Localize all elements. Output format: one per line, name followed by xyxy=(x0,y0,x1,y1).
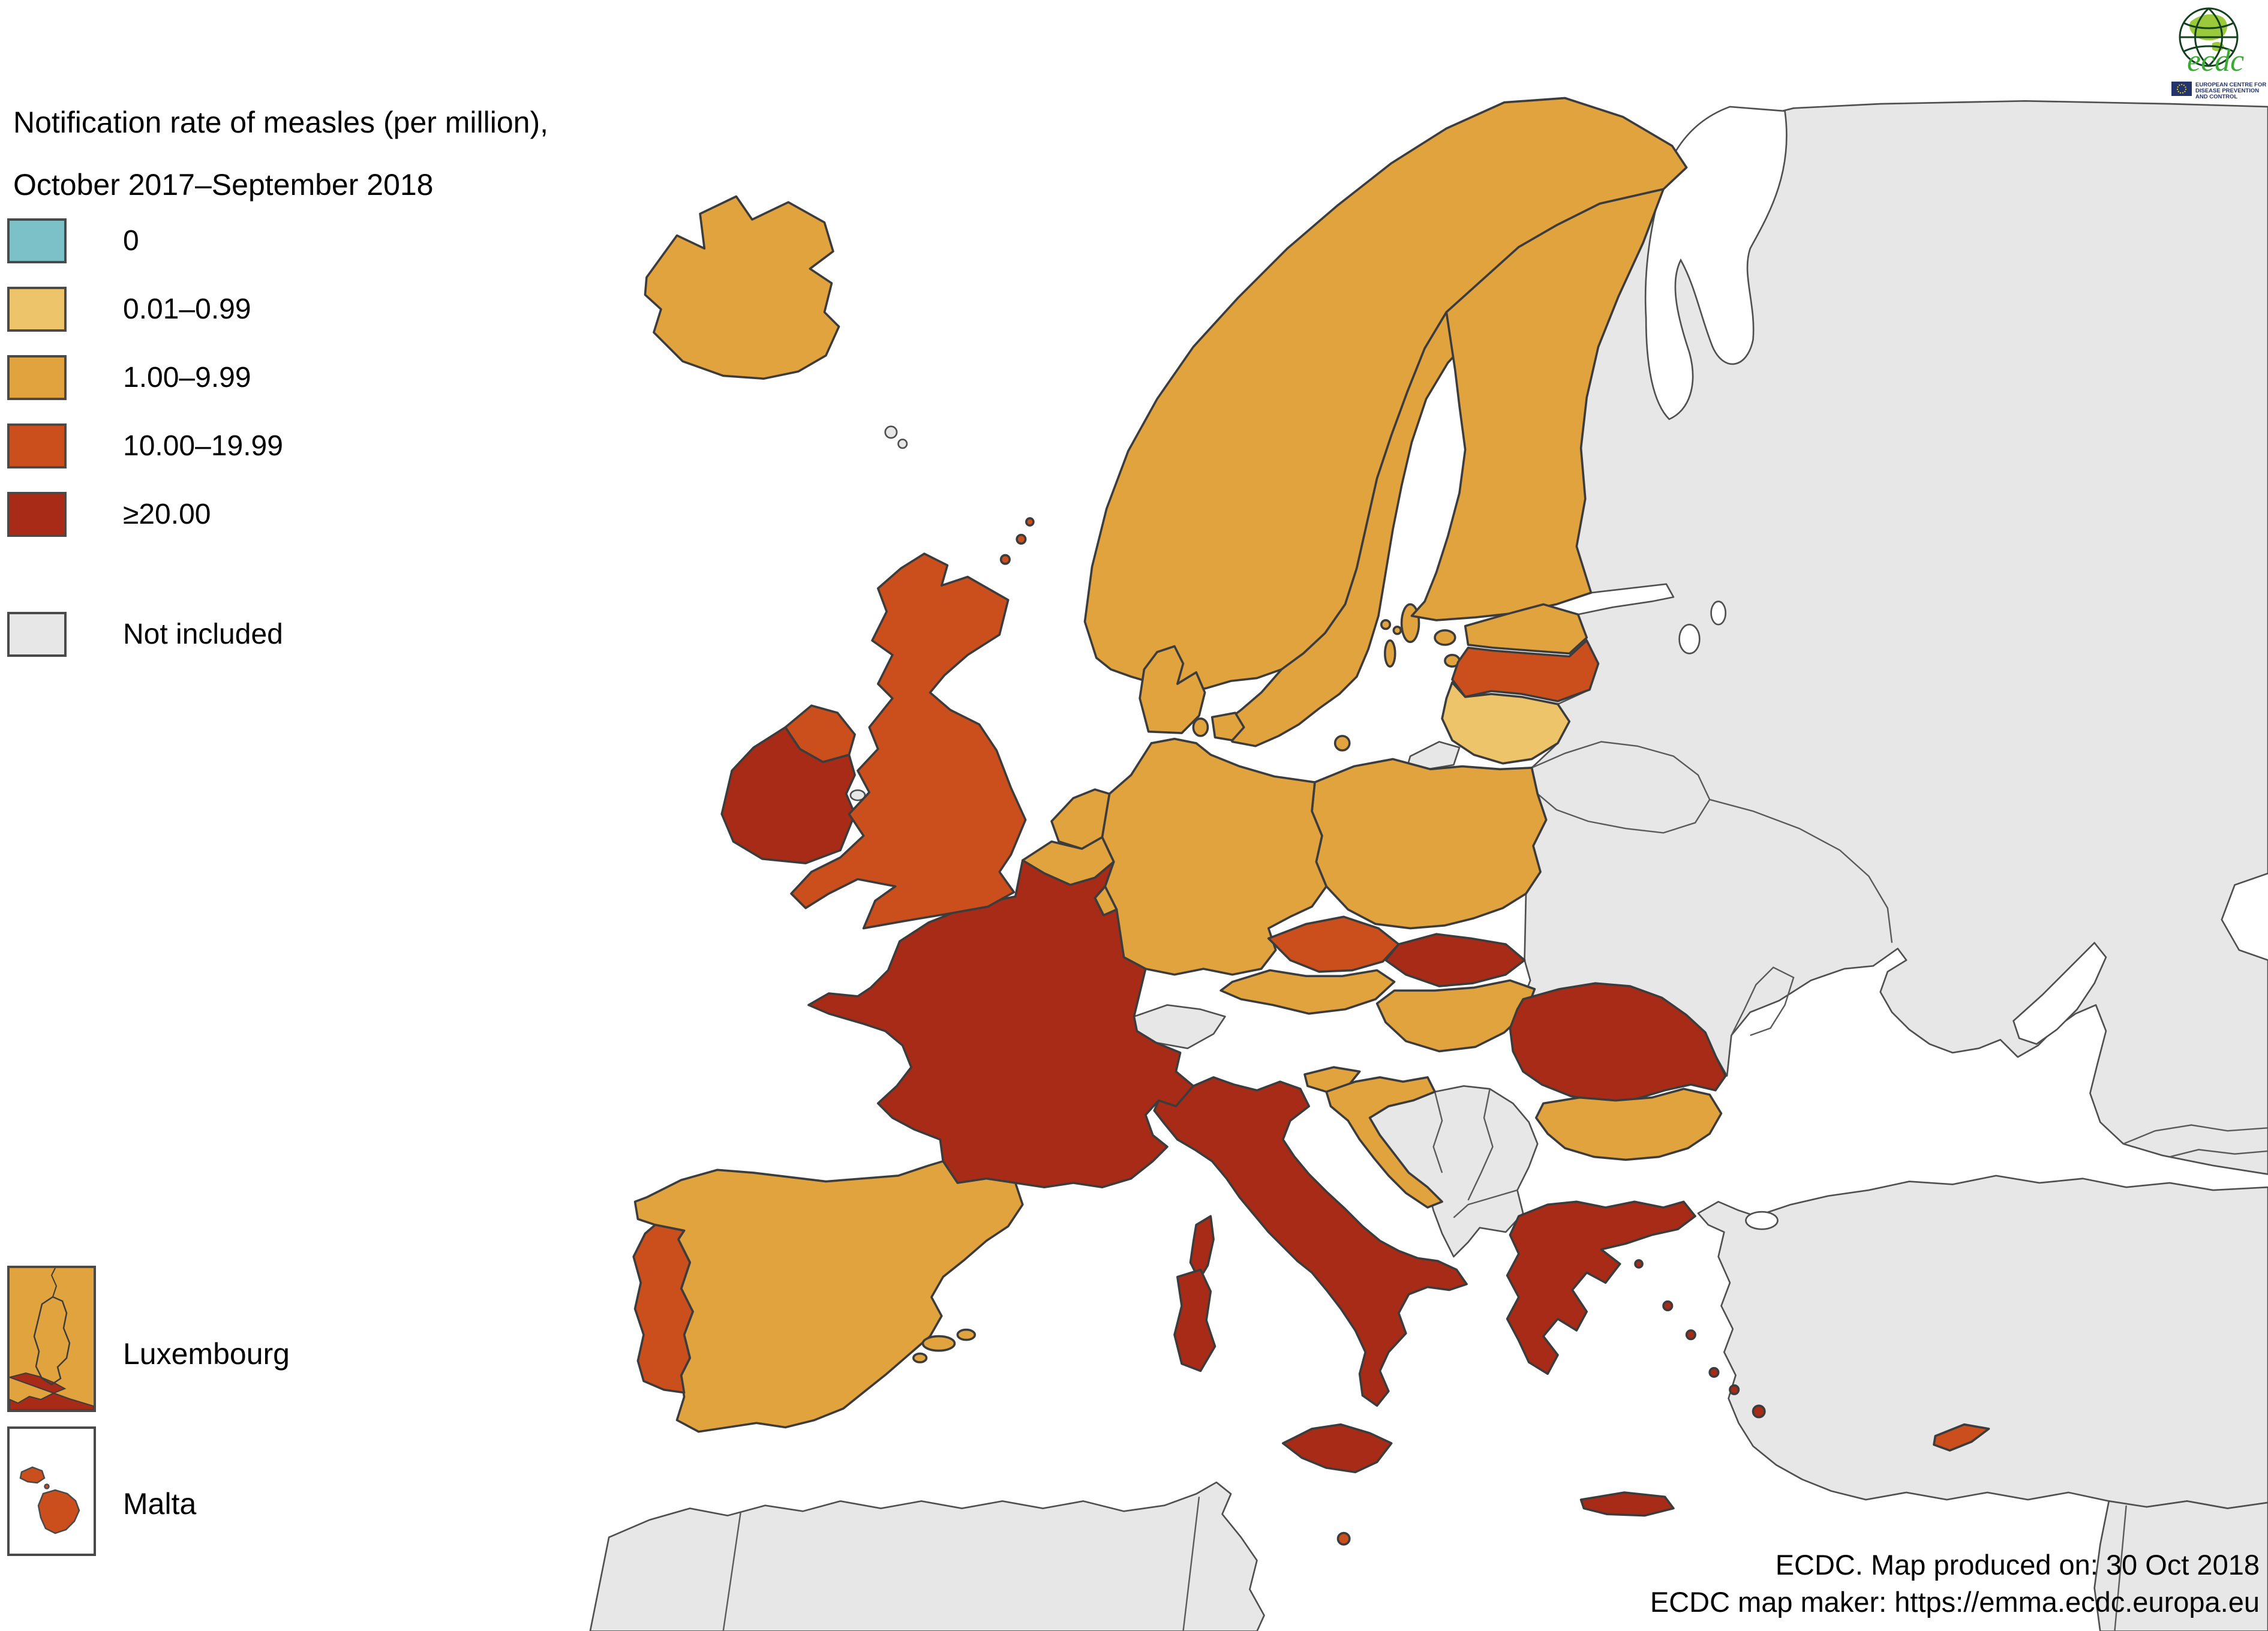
region-isle-of-man xyxy=(849,789,866,801)
inset-neighbor-border xyxy=(50,1267,58,1297)
country-poland xyxy=(1311,758,1548,930)
lake-ladoga xyxy=(1678,623,1701,654)
legend-row-zero: 0 xyxy=(7,218,283,263)
legend-label-not-included: Not included xyxy=(123,618,283,650)
legend-swatch-20-00 xyxy=(7,492,67,537)
legend-swatch-not-included xyxy=(7,612,67,657)
legend-label-10-00: 10.00–19.99 xyxy=(123,430,283,462)
ecdc-wordmark: ecdc xyxy=(2187,44,2244,78)
legend-label-zero: 0 xyxy=(123,225,139,257)
luxembourg-inset-map xyxy=(7,1267,94,1410)
country-estonia xyxy=(1434,603,1588,668)
legend-swatch-zero xyxy=(7,218,67,263)
country-spain xyxy=(633,1160,1024,1433)
eu-flag-icon xyxy=(2171,82,2192,96)
legend-label-1-00: 1.00–9.99 xyxy=(123,362,251,394)
legend-row-not-included: Not included xyxy=(7,612,283,657)
inset-comino xyxy=(44,1483,50,1489)
country-hungary xyxy=(1375,979,1536,1053)
region-middle-east xyxy=(2093,1500,2268,1631)
country-portugal xyxy=(632,1224,694,1394)
footer-map-maker: ECDC map maker: https://emma.ecdc.europa… xyxy=(1650,1586,2260,1618)
legend-label-0-01: 0.01–0.99 xyxy=(123,293,251,325)
inset-gozo xyxy=(19,1466,46,1484)
country-lithuania xyxy=(1441,681,1571,765)
country-greece xyxy=(1506,1200,1766,1517)
legend-row-1-00: 1.00–9.99 xyxy=(7,355,283,400)
malta-inset xyxy=(7,1426,96,1556)
region-north-africa xyxy=(589,1481,1265,1631)
country-italy xyxy=(1153,1076,1468,1474)
country-austria xyxy=(1219,969,1396,1015)
country-united-kingdom xyxy=(784,517,1035,930)
legend-row-20-00: ≥20.00 xyxy=(7,492,283,537)
legend-row-0-01: 0.01–0.99 xyxy=(7,287,283,332)
inset-luxembourg-outline xyxy=(33,1296,71,1386)
region-eastern-europe xyxy=(1522,100,2268,1175)
country-denmark xyxy=(1138,645,1245,741)
malta-inset-label: Malta xyxy=(123,1487,197,1521)
region-faroe-islands xyxy=(884,425,908,449)
legend-label-20-00: ≥20.00 xyxy=(123,498,211,530)
legend-swatch-0-01 xyxy=(7,287,67,332)
legend-row-10-00: 10.00–19.99 xyxy=(7,423,283,468)
legend-swatch-1-00 xyxy=(7,355,67,400)
country-iceland xyxy=(644,195,840,380)
country-romania xyxy=(1509,982,1727,1103)
footer-produced-on: ECDC. Map produced on: 30 Oct 2018 xyxy=(1775,1549,2260,1581)
country-malta xyxy=(1336,1531,1351,1546)
country-bulgaria xyxy=(1535,1088,1723,1161)
not-included-internal-borders xyxy=(722,741,2268,1631)
inset-malta-island xyxy=(37,1489,80,1534)
ecdc-org-line2: DISEASE PREVENTION xyxy=(2195,88,2259,94)
malta-inset-map xyxy=(19,1466,80,1534)
ecdc-logo: ecdc EUROPEAN CENTRE FOR DISEASE PREVENT… xyxy=(2170,4,2266,112)
luxembourg-inset xyxy=(7,1266,96,1412)
map-title: Notification rate of measles (per millio… xyxy=(13,91,548,216)
sea-of-marmara xyxy=(1745,1211,1779,1230)
map-title-line1: Notification rate of measles (per millio… xyxy=(13,106,548,139)
ecdc-org-line3: AND CONTROL xyxy=(2195,94,2237,100)
footer-credits: ECDC. Map produced on: 30 Oct 2018 ECDC … xyxy=(1650,1546,2260,1621)
legend: 0 0.01–0.99 1.00–9.99 10.00–19.99 ≥20.00 xyxy=(7,218,283,680)
lake-onega xyxy=(1710,600,1727,626)
country-france xyxy=(807,859,1215,1281)
sea-of-azov xyxy=(2012,941,2107,1045)
country-cyprus xyxy=(1933,1423,1990,1452)
legend-swatch-10-00 xyxy=(7,423,67,468)
white-sea xyxy=(1644,106,1788,420)
country-netherlands xyxy=(1050,788,1111,850)
country-latvia xyxy=(1451,639,1600,702)
ecdc-org-line1: EUROPEAN CENTRE FOR xyxy=(2195,82,2266,88)
ecdc-globe-icon xyxy=(2179,7,2239,67)
map-title-line2: October 2017–September 2018 xyxy=(13,168,434,202)
region-turkey xyxy=(1697,1175,2268,1509)
country-slovakia xyxy=(1384,933,1526,987)
luxembourg-inset-label: Luxembourg xyxy=(123,1337,290,1371)
country-croatia xyxy=(1325,1076,1443,1209)
